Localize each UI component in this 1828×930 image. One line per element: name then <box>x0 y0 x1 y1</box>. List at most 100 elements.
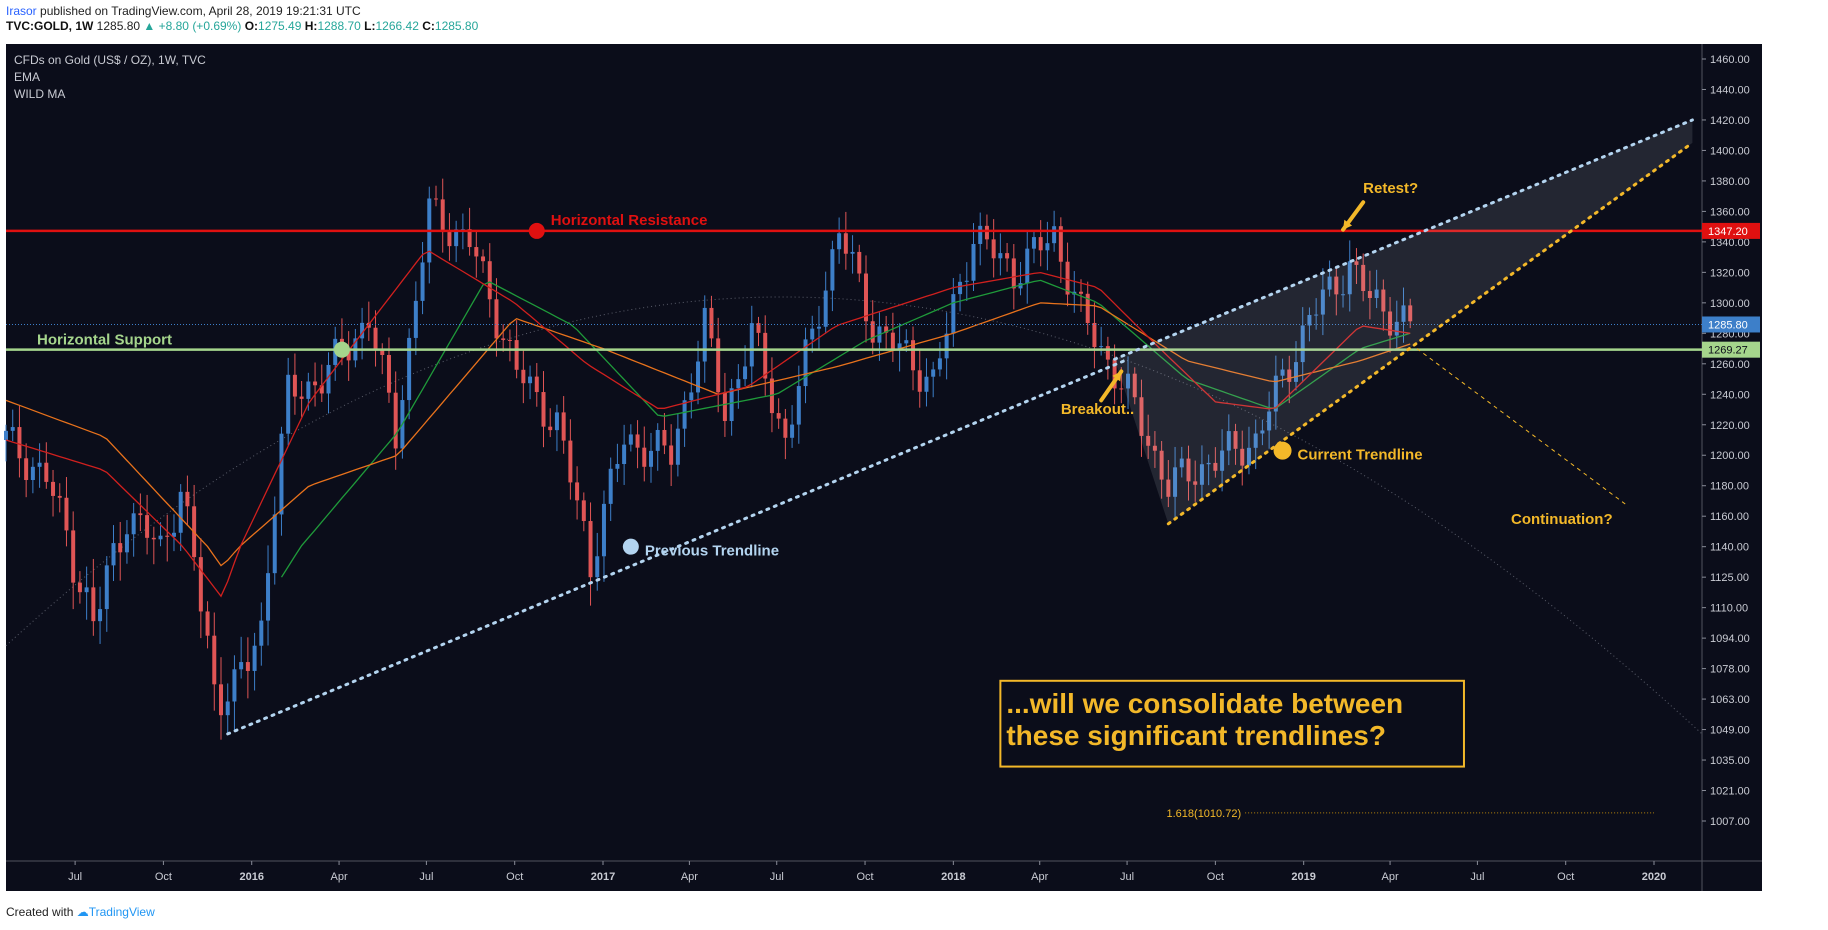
candle-body <box>1025 248 1030 284</box>
tradingview-logo-icon[interactable]: ☁ <box>76 905 89 919</box>
price-tick-label: 1110.00 <box>1710 603 1748 615</box>
candle-body <box>158 535 163 540</box>
time-tick-label: Jul <box>1470 871 1484 883</box>
candle-body <box>1354 261 1359 265</box>
candle-body <box>474 247 479 257</box>
candles <box>4 178 1413 740</box>
publish-info: Irasor published on TradingView.com, Apr… <box>6 4 478 34</box>
candle-body <box>958 281 963 295</box>
candle-body <box>1099 346 1104 348</box>
chart-title: CFDs on Gold (US$ / OZ), 1W, TVC <box>14 53 206 67</box>
candle-body <box>810 328 815 340</box>
previous-trendline <box>226 357 1130 736</box>
symbol-label: TVC:GOLD, 1W <box>6 19 94 33</box>
candle-body <box>205 611 210 636</box>
close-value: 1285.80 <box>434 19 479 33</box>
candle-body <box>521 369 526 384</box>
callout-line-2: these significant trendlines? <box>1006 720 1386 751</box>
candle-body <box>1394 321 1399 336</box>
candle-body <box>71 530 76 583</box>
candle-body <box>790 424 795 438</box>
candle-body <box>198 557 203 612</box>
callout-line-1: ...will we consolidate between <box>1006 688 1403 719</box>
time-tick-label: Oct <box>1557 871 1574 883</box>
candle-body <box>1213 462 1218 471</box>
candle-body <box>1179 458 1184 468</box>
price-tick-label: 1094.00 <box>1710 633 1750 645</box>
candle-body <box>662 429 667 446</box>
candle-body <box>151 537 156 540</box>
candle-body <box>413 300 418 338</box>
candle-body <box>64 497 69 531</box>
candle-body <box>1246 447 1251 466</box>
candle-body <box>548 426 553 431</box>
candle-body <box>319 385 324 394</box>
price-chart[interactable]: 1460.00 1440.00 1420.00 1400.00 1380.00 1360.… <box>0 44 1828 894</box>
candle-body <box>601 503 606 557</box>
tradingview-brand[interactable]: TradingView <box>88 905 155 919</box>
candle-body <box>964 280 969 282</box>
candle-body <box>541 392 546 427</box>
candle-body <box>1341 294 1346 296</box>
candle-body <box>165 535 170 537</box>
candle-body <box>1388 311 1393 336</box>
candle-body <box>4 430 8 440</box>
time-tick-label: Jul <box>770 871 784 883</box>
time-tick-label: 2017 <box>591 871 615 883</box>
candle-body <box>239 662 244 670</box>
candle-body <box>756 323 761 333</box>
candle-body <box>1065 261 1070 295</box>
price-tick-label: 1035.00 <box>1710 755 1750 767</box>
candle-body <box>1280 369 1285 376</box>
candle-body <box>494 299 499 339</box>
candle-body <box>487 261 492 300</box>
candle-body <box>1105 346 1110 360</box>
candle-body <box>1159 450 1164 480</box>
candle-body <box>702 307 707 362</box>
candle-body <box>1327 276 1332 290</box>
candle-body <box>635 434 640 448</box>
price-tag-label: 1347.20 <box>1708 226 1748 238</box>
candle-body <box>669 445 674 465</box>
candle-body <box>433 198 438 200</box>
price-tick-label: 1420.00 <box>1710 115 1750 127</box>
price-tick-label: 1240.00 <box>1710 389 1750 401</box>
support-marker <box>333 341 350 358</box>
candle-body <box>77 582 82 593</box>
candle-body <box>1401 305 1406 322</box>
price-tick-label: 1125.00 <box>1710 572 1749 584</box>
candle-body <box>467 229 472 248</box>
price-tick-label: 1160.00 <box>1710 511 1749 523</box>
candle-body <box>1273 375 1278 412</box>
price-tick-label: 1360.00 <box>1710 206 1750 218</box>
candle-body <box>978 225 983 244</box>
time-tick-label: Oct <box>856 871 873 883</box>
candle-body <box>91 587 96 622</box>
current-trendline-marker <box>1273 441 1292 460</box>
candle-body <box>1374 289 1379 298</box>
resistance-label: Horizontal Resistance <box>551 212 708 229</box>
candle-body <box>642 447 647 467</box>
candle-body <box>514 340 519 370</box>
candle-body <box>286 374 291 434</box>
author-link[interactable]: Irasor <box>6 4 37 18</box>
price-tick-label: 1063.00 <box>1710 694 1750 706</box>
candle-body <box>648 450 653 467</box>
candle-body <box>722 392 727 422</box>
price-tick-label: 1007.00 <box>1710 816 1750 828</box>
time-tick-label: Oct <box>1207 871 1224 883</box>
candle-body <box>346 350 351 361</box>
indicator-label: EMA <box>14 70 40 84</box>
candle-body <box>1018 283 1023 289</box>
candle-body <box>682 400 687 429</box>
candle-body <box>313 381 318 386</box>
candle-body <box>1152 445 1157 451</box>
price-tick-label: 1460.00 <box>1710 54 1750 66</box>
candle-body <box>615 464 620 469</box>
candle-body <box>716 338 721 393</box>
candle-body <box>393 392 398 449</box>
close-label: C: <box>422 19 435 33</box>
candle-body <box>897 343 902 351</box>
candle-body <box>709 307 714 339</box>
time-tick-label: Apr <box>330 871 347 883</box>
